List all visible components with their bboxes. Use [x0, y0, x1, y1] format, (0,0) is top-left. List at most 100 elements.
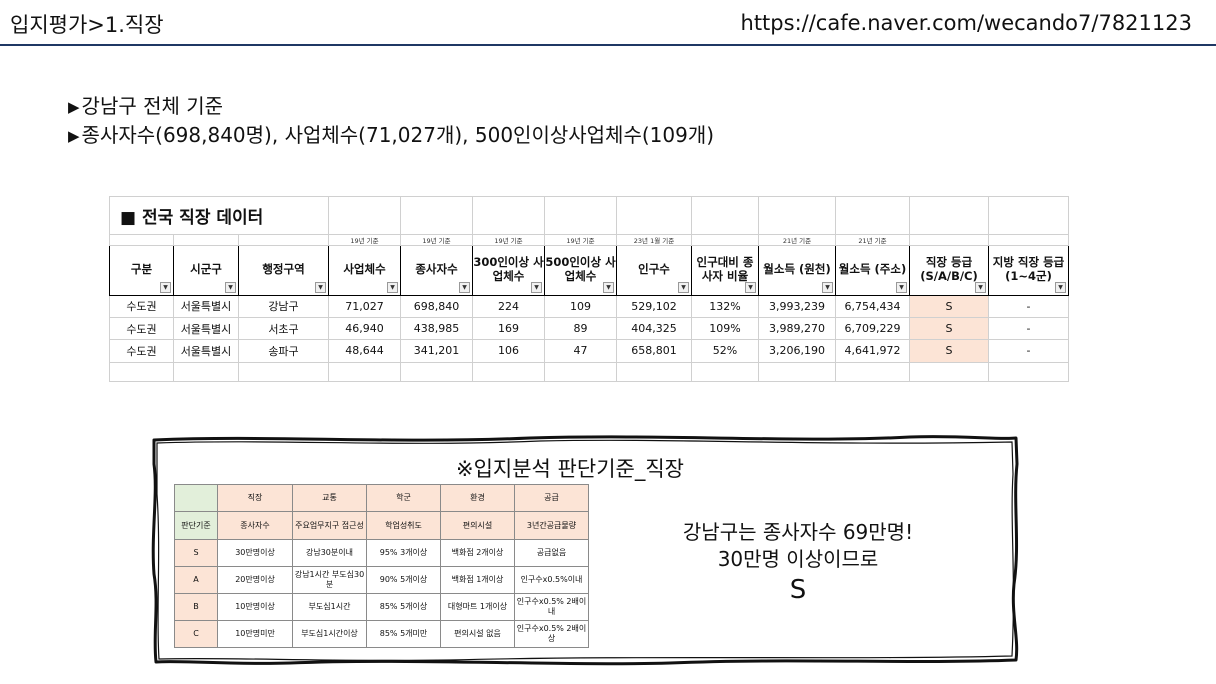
column-header: 행정구역 ▼ [238, 244, 329, 296]
column-header: 지방 직장 등급 (1~4군) ▼ [988, 244, 1069, 296]
triangle-bullet-icon: ▶ [68, 98, 80, 116]
criteria-cell: 강남1시간 부도심30분 [292, 566, 367, 594]
column-header-label: 월소득 (원천) [763, 262, 831, 277]
column-note [909, 233, 989, 246]
filter-dropdown-icon[interactable]: ▼ [459, 281, 470, 293]
table-cell: 수도권 [109, 294, 174, 318]
filter-dropdown-icon[interactable]: ▼ [745, 281, 756, 293]
annotation-line-1: 강남구는 종사자수 69만명! [682, 520, 914, 544]
table-cell: 106 [472, 339, 545, 363]
criteria-metric: 학업성취도 [366, 511, 441, 540]
column-header: 구분 ▼ [109, 244, 174, 296]
criteria-cell: 95% 3개이상 [366, 539, 441, 567]
filter-dropdown-icon[interactable]: ▼ [387, 281, 398, 293]
column-header: 인구수 ▼ [616, 244, 692, 296]
page-title: 입지평가>1.직장 [10, 13, 164, 37]
criteria-metric: 종사자수 [217, 511, 293, 540]
table-note-row: 19년 기준 19년 기준 19년 기준 19년 기준 23년 1월 기준 21년 기준 2… [109, 233, 1069, 246]
column-header-label: 사업체수 [343, 262, 386, 277]
bullet-basis-text: 강남구 전체 기준 [81, 94, 224, 118]
column-note: 19년 기준 [472, 233, 545, 246]
column-note: 21년 기준 [835, 233, 910, 246]
column-note: 21년 기준 [758, 233, 836, 246]
table-cell: 47 [544, 339, 617, 363]
table-cell: 6,754,434 [835, 294, 910, 318]
criteria-subheader-row: 판단기준 종사자수 주요업무지구 접근성 학업성취도 편의시설 3년간공급물량 [174, 511, 589, 540]
criteria-category: 교통 [292, 484, 367, 512]
table-cell: 52% [691, 339, 759, 363]
criteria-cell: 10만명미만 [217, 620, 293, 648]
criteria-metric: 판단기준 [174, 511, 218, 540]
filter-dropdown-icon[interactable]: ▼ [1055, 281, 1066, 293]
filter-dropdown-icon[interactable]: ▼ [531, 281, 542, 293]
table-cell: 341,201 [400, 339, 473, 363]
column-header: 직장 등급 (S/A/B/C) ▼ [909, 244, 989, 296]
criteria-cell: S [174, 539, 218, 567]
table-cell: - [988, 294, 1069, 318]
filter-dropdown-icon[interactable]: ▼ [315, 281, 326, 293]
table-cell: 서울특별시 [173, 339, 239, 363]
table-cell: S [909, 339, 989, 363]
table-cell: 71,027 [328, 294, 401, 318]
column-note: 23년 1월 기준 [616, 233, 692, 246]
table-cell: 404,325 [616, 316, 692, 341]
table-cell: 658,801 [616, 339, 692, 363]
table-cell: 6,709,229 [835, 316, 910, 341]
criteria-row: A 20만명이상 강남1시간 부도심30분 90% 5개이상 백화점 1개이상 인구수x0… [174, 566, 589, 594]
column-header: 500인이상 사업체수 ▼ [544, 244, 617, 296]
table-cell: 169 [472, 316, 545, 341]
table-cell: 3,989,270 [758, 316, 836, 341]
filter-dropdown-icon[interactable]: ▼ [225, 281, 236, 293]
source-url[interactable]: https://cafe.naver.com/wecando7/7821123 [740, 11, 1192, 35]
filter-dropdown-icon[interactable]: ▼ [678, 281, 689, 293]
criteria-category: 공급 [514, 484, 589, 512]
column-note [109, 233, 174, 246]
criteria-cell: 강남30분이내 [292, 539, 367, 567]
bullet-stats: ▶ 종사자수(698,840명), 사업체수(71,027개), 500인이상사업… [68, 119, 714, 148]
bullet-stats-text: 종사자수(698,840명), 사업체수(71,027개), 500인이상사업체… [81, 123, 715, 147]
column-header: 시군구 ▼ [173, 244, 239, 296]
criteria-category [174, 484, 218, 512]
column-header: 월소득 (원천) ▼ [758, 244, 836, 296]
criteria-table: 직장 교통 학군 환경 공급 판단기준 종사자수 주요업무지구 접근성 학업성취도 편의시설 3년… [174, 484, 589, 648]
criteria-row: S 30만명이상 강남30분이내 95% 3개이상 백화점 2개이상 공급없음 [174, 539, 589, 567]
filter-dropdown-icon[interactable]: ▼ [822, 281, 833, 293]
table-cell: 서초구 [238, 316, 329, 341]
table-cell: 46,940 [328, 316, 401, 341]
criteria-cell: 편의시설 없음 [440, 620, 515, 648]
column-note [238, 233, 329, 246]
table-cell: 수도권 [109, 339, 174, 363]
filter-dropdown-icon[interactable]: ▼ [603, 281, 614, 293]
criteria-cell: B [174, 593, 218, 621]
table-cell: 132% [691, 294, 759, 318]
criteria-cell: 부도심1시간이상 [292, 620, 367, 648]
column-header: 300인이상 사업체수 ▼ [472, 244, 545, 296]
table-cell: 3,993,239 [758, 294, 836, 318]
column-note: 19년 기준 [544, 233, 617, 246]
table-cell: 4,641,972 [835, 339, 910, 363]
column-header-label: 행정구역 [262, 262, 305, 277]
table-header-row: 구분 ▼ 시군구 ▼ 행정구역 ▼ 사업체수 ▼ 종사자수 ▼ 300인이상 사업체수 ▼ 500인이상… [109, 244, 1069, 296]
criteria-row: C 10만명미만 부도심1시간이상 85% 5개미만 편의시설 없음 인구수x0.5% 2… [174, 620, 589, 648]
annotation: 강남구는 종사자수 69만명! 30만명 이상이므로 S [640, 519, 956, 604]
criteria-category: 학군 [366, 484, 441, 512]
criteria-cell: 30만명이상 [217, 539, 293, 567]
filter-dropdown-icon[interactable]: ▼ [975, 281, 986, 293]
table-cell: 698,840 [400, 294, 473, 318]
job-data-table: ■ 전국 직장 데이터 19년 기준 19년 기준 19년 기준 19년 기준 23년 … [109, 196, 1069, 383]
table-cell: 224 [472, 294, 545, 318]
triangle-bullet-icon: ▶ [68, 127, 80, 145]
column-header-label: 구분 [130, 262, 153, 277]
criteria-metric: 3년간공급물량 [514, 511, 589, 540]
table-cell: S [909, 294, 989, 318]
table-cell: - [988, 316, 1069, 341]
column-header-label: 종사자수 [415, 262, 458, 277]
column-header: 월소득 (주소) ▼ [835, 244, 910, 296]
table-cell: 송파구 [238, 339, 329, 363]
filter-dropdown-icon[interactable]: ▼ [160, 281, 171, 293]
table-cell: 89 [544, 316, 617, 341]
filter-dropdown-icon[interactable]: ▼ [896, 281, 907, 293]
criteria-cell: C [174, 620, 218, 648]
column-note: 19년 기준 [328, 233, 401, 246]
table-cell: 서울특별시 [173, 316, 239, 341]
